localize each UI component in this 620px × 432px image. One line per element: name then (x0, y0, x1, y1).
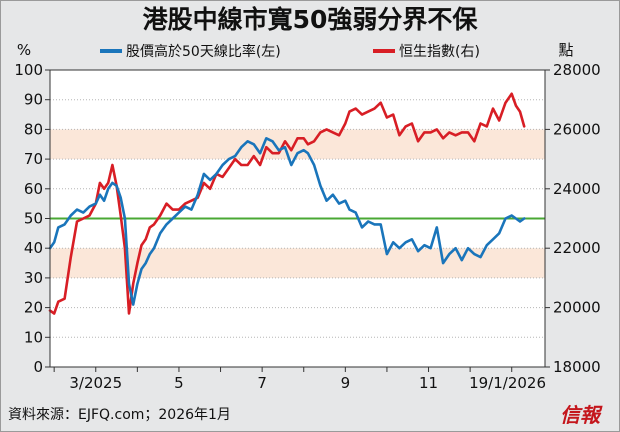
x-tick-label: 19/1/2026 (469, 374, 546, 392)
x-tick-label: 5 (174, 374, 184, 392)
left-tick-label: 90 (24, 91, 43, 109)
x-tick-label: 7 (257, 374, 267, 392)
left-tick-label: 40 (24, 239, 43, 257)
x-tick-label: 3/2025 (69, 374, 122, 392)
right-tick-label: 28000 (553, 61, 601, 79)
left-tick-label: 50 (24, 210, 43, 228)
right-tick-label: 22000 (553, 239, 601, 257)
right-axis-unit: 點 (558, 41, 573, 59)
shaded-band-30-40 (50, 248, 545, 278)
series-layer (48, 92, 526, 315)
left-tick-label: 80 (24, 120, 43, 138)
left-tick-label: 60 (24, 180, 43, 198)
left-tick-label: 100 (14, 61, 43, 79)
left-tick-label: 70 (24, 150, 43, 168)
left-tick-label: 10 (24, 328, 43, 346)
left-axis-unit: % (17, 41, 31, 59)
legend-label-breadth: 股價高於50天線比率(左) (126, 43, 281, 60)
publisher-logo: 信報 (560, 403, 603, 427)
legend: 股價高於50天線比率(左) 恒生指數(右) (100, 43, 480, 60)
left-tick-label: 20 (24, 299, 43, 317)
x-tick-label: 9 (341, 374, 351, 392)
left-tick-label: 30 (24, 269, 43, 287)
chart-title: 港股中線市寬50強弱分界不保 (143, 5, 479, 34)
x-tick-label: 11 (419, 374, 438, 392)
right-axis: 18000 20000 22000 24000 26000 28000 (545, 61, 601, 376)
series-line-hsi (48, 92, 526, 315)
right-tick-label: 18000 (553, 358, 601, 376)
left-axis: 0 10 20 30 40 50 60 70 80 90 100 (14, 61, 50, 376)
shaded-bands (50, 129, 545, 278)
left-tick-label: 0 (33, 358, 43, 376)
series-line-breadth (48, 137, 526, 306)
right-tick-label: 24000 (553, 180, 601, 198)
source-note: 資料來源：EJFQ.com；2026年1月 (8, 407, 231, 423)
legend-label-hsi: 恒生指數(右) (399, 44, 480, 60)
right-tick-label: 26000 (553, 120, 601, 138)
right-tick-label: 20000 (553, 299, 601, 317)
x-axis: 3/2025 5 7 9 11 19/1/2026 (53, 367, 546, 392)
